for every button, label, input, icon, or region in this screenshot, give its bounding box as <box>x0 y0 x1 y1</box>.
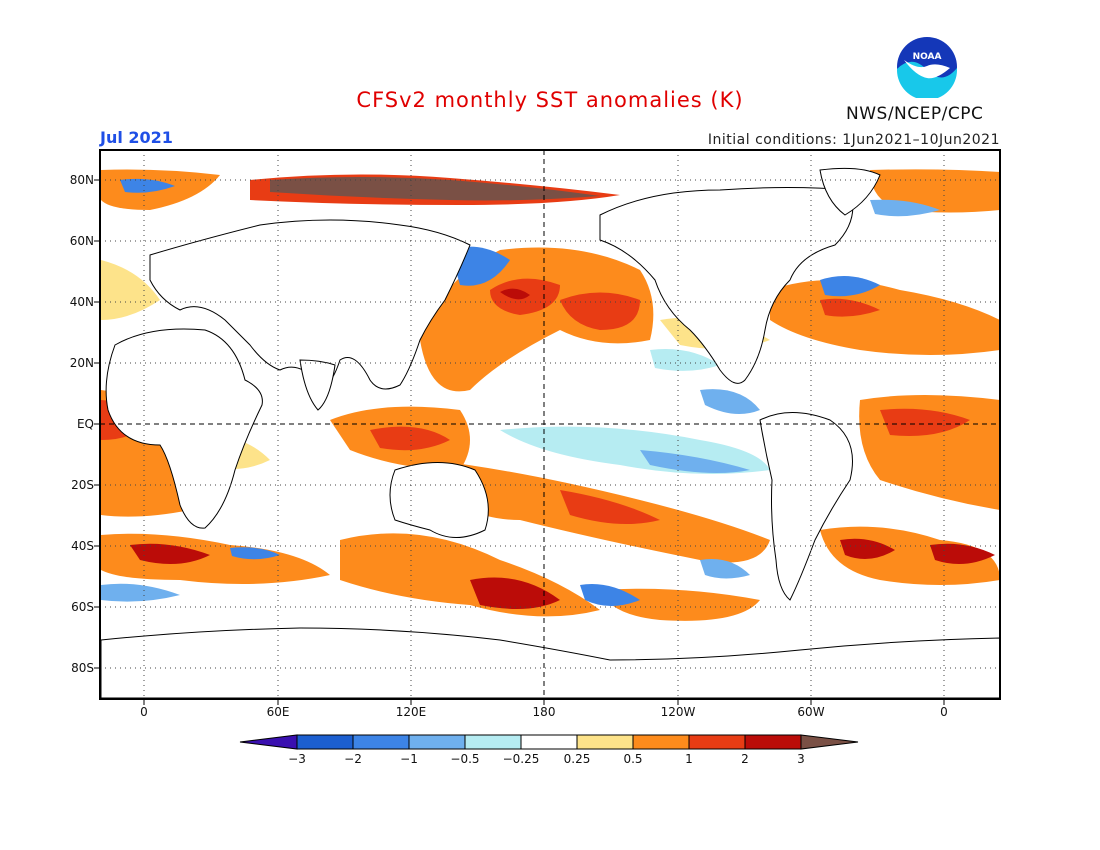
colorbar-label: 0.5 <box>623 752 643 766</box>
colorbar-label: −3 <box>288 752 306 766</box>
anomaly-shading <box>101 169 1000 621</box>
graticule <box>100 150 1000 698</box>
lat-label: 20S <box>71 478 94 492</box>
lat-label: EQ <box>76 417 94 431</box>
colorbar-label: 3 <box>797 752 805 766</box>
equator-dateline <box>100 150 1000 698</box>
lat-label: 40N <box>69 295 94 309</box>
colorbar-swatch-10 <box>800 734 859 750</box>
colorbar-swatch-3 <box>408 734 466 750</box>
colorbar-swatch-9 <box>744 734 802 750</box>
lat-label: 80S <box>71 661 94 675</box>
colorbar-label: 1 <box>685 752 693 766</box>
colorbar-swatch-2 <box>352 734 410 750</box>
colorbar-swatch-7 <box>632 734 690 750</box>
noaa-logo: NOAA <box>897 37 957 98</box>
colorbar-swatch-5 <box>520 734 578 750</box>
organization-label: NWS/NCEP/CPC <box>846 104 984 124</box>
chart-title: CFSv2 monthly SST anomalies (K) <box>356 88 744 112</box>
colorbar-swatch-8 <box>688 734 746 750</box>
colorbar-swatch-6 <box>576 734 634 750</box>
initial-conditions: Initial conditions: 1Jun2021–10Jun2021 <box>707 132 1000 148</box>
lat-label: 60S <box>71 600 94 614</box>
colorbar-label: −1 <box>400 752 418 766</box>
lon-label: 60W <box>797 705 825 719</box>
colorbar-label: 2 <box>741 752 749 766</box>
lon-label: 120E <box>395 705 427 719</box>
colorbar-label: −0.5 <box>450 752 480 766</box>
lat-label: 40S <box>71 539 94 553</box>
lon-label: 0 <box>140 705 148 719</box>
axis-ticks <box>94 179 945 705</box>
lat-label: 20N <box>69 356 94 370</box>
forecast-month: Jul 2021 <box>100 128 173 147</box>
colorbar-label: 0.25 <box>563 752 591 766</box>
colorbar-swatch-0 <box>239 734 298 750</box>
noaa-logo-text: NOAA <box>913 52 942 62</box>
colorbar-swatch-1 <box>296 734 354 750</box>
lat-label: 60N <box>69 234 94 248</box>
lat-label: 80N <box>69 173 94 187</box>
colorbar-label: −2 <box>344 752 362 766</box>
lon-label: 60E <box>266 705 290 719</box>
colorbar-swatch-4 <box>464 734 522 750</box>
continents <box>100 167 1001 699</box>
lon-label: 0 <box>940 705 948 719</box>
lon-label: 180 <box>532 705 556 719</box>
lon-label: 120W <box>660 705 696 719</box>
colorbar <box>239 734 859 750</box>
colorbar-label: −0.25 <box>502 752 540 766</box>
